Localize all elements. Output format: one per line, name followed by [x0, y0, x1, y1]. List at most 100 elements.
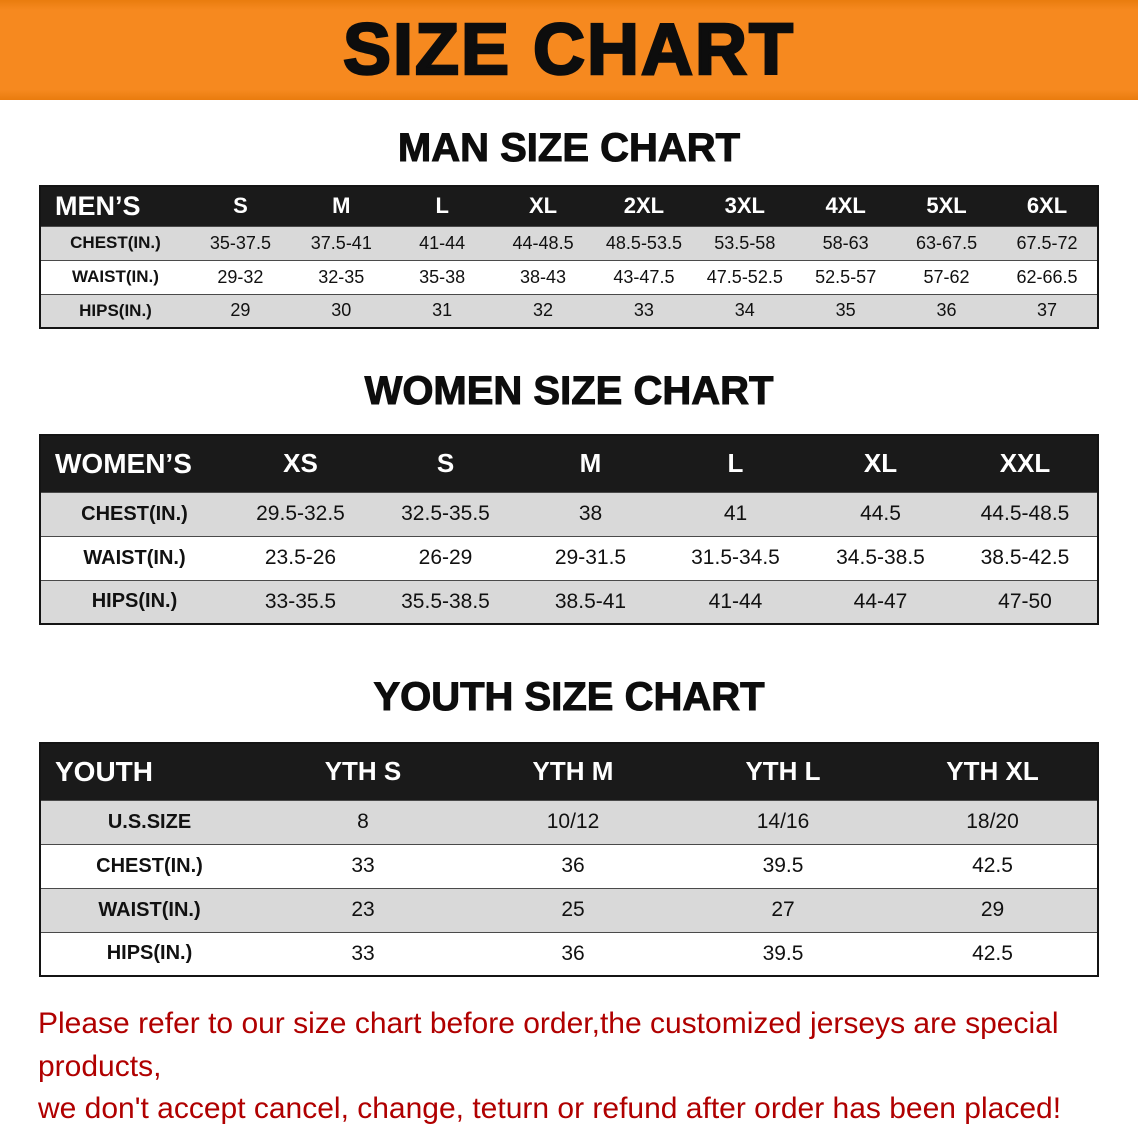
- size-value: 30: [331, 300, 352, 321]
- size-value: 34.5-38.5: [836, 546, 925, 569]
- size-column-header: YTH XL: [888, 743, 1098, 800]
- size-column-header: YTH S: [258, 743, 468, 800]
- youth-size-table: YOUTH YTH S YTH M YTH L YTH XL U.S.SIZE 8 10/12…: [39, 742, 1099, 977]
- size-column-header: XS: [228, 435, 373, 492]
- man-size-chart-section: MAN SIZE CHART MEN’S S M L XL 2XL 3XL 4XL 5XL 6XL…: [0, 126, 1138, 329]
- size-value: 33: [351, 854, 375, 877]
- size-value: 41-44: [708, 589, 763, 613]
- size-column-header: XL: [492, 186, 594, 226]
- row-label: CHEST(IN.): [81, 502, 188, 525]
- size-value: 29-32: [217, 266, 264, 287]
- size-value: 39.5: [762, 854, 804, 877]
- size-value: 44-47: [853, 589, 908, 613]
- size-value: 14/16: [756, 810, 810, 833]
- measurement-row: U.S.SIZE 8 10/12 14/16 18/20: [40, 800, 1098, 844]
- size-chart-banner: SIZE CHART: [0, 0, 1138, 100]
- size-value: 32.5-35.5: [401, 502, 490, 525]
- size-value: 52.5-57: [815, 266, 877, 287]
- measurement-row: WAIST(IN.) 29-32 32-35 35-38 38-43 43-47.5 47.…: [40, 260, 1098, 294]
- measurement-row: HIPS(IN.) 29 30 31 32 33 34 35 36 37: [40, 294, 1098, 328]
- table-header-row: WOMEN’S XS S M L XL XXL: [40, 435, 1098, 492]
- notice-line-2: we don't accept cancel, change, teturn o…: [38, 1092, 1062, 1126]
- size-value: 67.5-72: [1016, 232, 1078, 253]
- youth-size-chart-section: YOUTH SIZE CHART YOUTH YTH S YTH M YTH L YTH…: [0, 675, 1138, 977]
- measurement-row: CHEST(IN.) 33 36 39.5 42.5: [40, 844, 1098, 888]
- size-value: 36: [561, 854, 585, 877]
- size-value: 42.5: [972, 941, 1013, 965]
- size-value: 23.5-26: [264, 546, 337, 569]
- size-value: 38: [578, 502, 603, 525]
- size-value: 31.5-34.5: [691, 546, 780, 569]
- size-value: 44.5-48.5: [980, 502, 1070, 525]
- notice-line-1: Please refer to our size chart before or…: [38, 1007, 1059, 1083]
- size-value: 47.5-52.5: [706, 266, 783, 287]
- size-value: 44-48.5: [512, 232, 574, 253]
- size-value: 35.5-38.5: [401, 589, 490, 613]
- size-value: 29: [230, 300, 251, 321]
- size-column-header: 3XL: [694, 186, 796, 226]
- size-value: 58-63: [822, 232, 869, 253]
- size-value: 47-50: [998, 589, 1052, 613]
- youth-size-chart-heading: YOUTH SIZE CHART: [373, 675, 765, 720]
- page-title: SIZE CHART: [342, 9, 795, 92]
- size-value: 32-35: [318, 266, 365, 287]
- measurement-row: WAIST(IN.) 23 25 27 29: [40, 888, 1098, 932]
- size-column-header: S: [190, 186, 291, 226]
- size-value: 29-31.5: [554, 546, 627, 569]
- size-value: 33: [633, 300, 654, 321]
- size-column-header: M: [518, 435, 663, 492]
- size-column-header: L: [663, 435, 808, 492]
- table-name-header: YOUTH: [40, 743, 258, 800]
- size-value: 38-43: [520, 266, 567, 287]
- size-value: 43-47.5: [613, 266, 675, 287]
- size-value: 42.5: [972, 854, 1013, 877]
- measurement-row: CHEST(IN.) 35-37.5 37.5-41 41-44 44-48.5 48.5…: [40, 226, 1098, 260]
- row-label: HIPS(IN.): [79, 300, 152, 320]
- size-value: 41-44: [419, 232, 466, 253]
- row-label: CHEST(IN.): [70, 233, 161, 252]
- size-value: 48.5-53.5: [605, 232, 682, 253]
- size-column-header: 6XL: [997, 186, 1098, 226]
- size-value: 35-37.5: [209, 232, 271, 253]
- table-header-row: MEN’S S M L XL 2XL 3XL 4XL 5XL 6XL: [40, 186, 1098, 226]
- size-value: 31: [432, 300, 453, 321]
- order-notice: Please refer to our size chart before or…: [0, 1003, 1138, 1131]
- size-value: 29.5-32.5: [256, 502, 345, 525]
- man-size-chart-heading: MAN SIZE CHART: [397, 126, 741, 171]
- size-value: 23: [351, 898, 375, 921]
- size-value: 36: [561, 941, 585, 965]
- size-value: 36: [936, 300, 957, 321]
- row-label: HIPS(IN.): [106, 942, 193, 965]
- size-value: 53.5-58: [714, 232, 776, 253]
- size-value: 10/12: [546, 810, 600, 833]
- table-header-row: YOUTH YTH S YTH M YTH L YTH XL: [40, 743, 1098, 800]
- size-value: 37: [1036, 300, 1058, 321]
- size-value: 8: [357, 810, 369, 833]
- size-column-header: YTH L: [678, 743, 888, 800]
- size-column-header: 4XL: [795, 186, 897, 226]
- size-value: 18/20: [966, 810, 1019, 833]
- size-value: 38.5-41: [554, 589, 627, 613]
- size-value: 32: [533, 300, 554, 321]
- measurement-row: HIPS(IN.) 33 36 39.5 42.5: [40, 932, 1098, 976]
- size-value: 39.5: [762, 941, 804, 965]
- size-value: 62-66.5: [1016, 266, 1078, 287]
- size-value: 26-29: [418, 546, 473, 569]
- size-column-header: YTH M: [468, 743, 678, 800]
- row-label: HIPS(IN.): [91, 590, 178, 613]
- row-label: WAIST(IN.): [83, 546, 186, 569]
- women-size-chart-heading: WOMEN SIZE CHART: [364, 369, 774, 414]
- size-value: 57-62: [923, 266, 970, 287]
- measurement-row: CHEST(IN.) 29.5-32.5 32.5-35.5 38 41 44.5 44.5…: [40, 492, 1098, 536]
- size-value: 27: [771, 898, 795, 921]
- table-name-header: WOMEN’S: [40, 435, 228, 492]
- size-column-header: S: [373, 435, 518, 492]
- size-column-header: L: [391, 186, 493, 226]
- size-column-header: 2XL: [593, 186, 695, 226]
- size-value: 34: [734, 300, 755, 321]
- size-value: 35-38: [419, 266, 466, 287]
- table-name-header: MEN’S: [40, 186, 190, 226]
- man-size-table: MEN’S S M L XL 2XL 3XL 4XL 5XL 6XL CHEST(IN.) 35-37…: [39, 185, 1099, 329]
- size-value: 25: [561, 898, 585, 921]
